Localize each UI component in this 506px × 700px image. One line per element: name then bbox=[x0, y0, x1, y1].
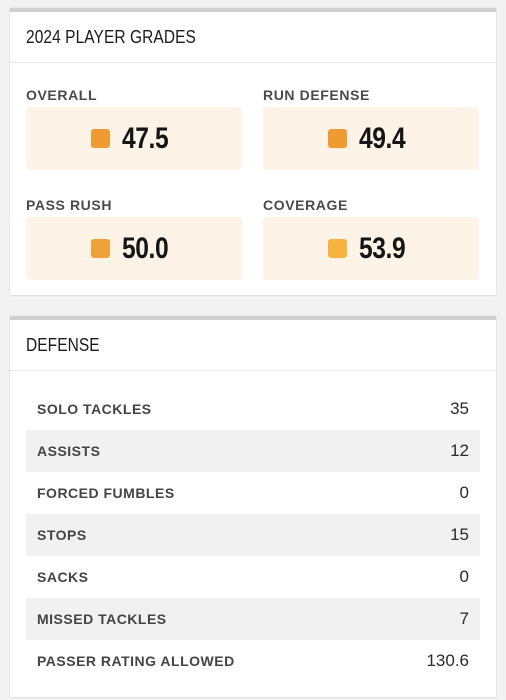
grades-grid: OVERALL 47.5 RUN DEFENSE 49.4 PASS RUSH … bbox=[10, 63, 496, 295]
stat-value: 35 bbox=[450, 399, 469, 418]
stat-value: 0 bbox=[459, 567, 469, 586]
player-grades-title: 2024 PLAYER GRADES bbox=[26, 26, 196, 47]
stat-label: PASSER RATING ALLOWED bbox=[37, 653, 235, 669]
stat-label: SACKS bbox=[37, 569, 89, 585]
grade-box: 50.0 bbox=[26, 217, 242, 280]
grade-color-square-icon bbox=[90, 239, 110, 258]
stat-value: 130.6 bbox=[426, 651, 469, 670]
grade-color-square-icon bbox=[90, 129, 110, 148]
stat-label: SOLO TACKLES bbox=[37, 401, 152, 417]
grade-box: 47.5 bbox=[26, 107, 242, 170]
grade-value: 53.9 bbox=[358, 231, 406, 265]
stat-row-passer-rating-allowed: PASSER RATING ALLOWED 130.6 bbox=[26, 640, 480, 682]
grade-box: 53.9 bbox=[263, 217, 479, 280]
stat-label: MISSED TACKLES bbox=[37, 611, 167, 627]
grade-box: 49.4 bbox=[263, 107, 479, 170]
grade-color-square-icon bbox=[327, 239, 347, 258]
stat-row-assists: ASSISTS 12 bbox=[26, 430, 480, 472]
grade-pass-rush: PASS RUSH 50.0 bbox=[26, 195, 242, 280]
stat-row-missed-tackles: MISSED TACKLES 7 bbox=[26, 598, 480, 640]
grade-label: COVERAGE bbox=[263, 197, 348, 213]
stat-value: 12 bbox=[450, 441, 469, 460]
stat-value: 0 bbox=[459, 483, 469, 502]
stat-label: ASSISTS bbox=[37, 443, 101, 459]
stat-row-solo-tackles: SOLO TACKLES 35 bbox=[26, 388, 480, 430]
player-grades-header: 2024 PLAYER GRADES bbox=[10, 12, 496, 63]
grade-value: 47.5 bbox=[121, 121, 169, 155]
stat-label: FORCED FUMBLES bbox=[37, 485, 175, 501]
stat-row-stops: STOPS 15 bbox=[26, 514, 480, 556]
grade-label: OVERALL bbox=[26, 87, 98, 103]
grade-label: RUN DEFENSE bbox=[263, 87, 370, 103]
defense-title: DEFENSE bbox=[26, 334, 100, 355]
grade-overall: OVERALL 47.5 bbox=[26, 85, 242, 170]
stat-label: STOPS bbox=[37, 527, 87, 543]
defense-card: DEFENSE SOLO TACKLES 35 ASSISTS 12 FORCE… bbox=[10, 316, 496, 697]
grade-value: 50.0 bbox=[121, 231, 169, 265]
grade-coverage: COVERAGE 53.9 bbox=[263, 195, 479, 280]
defense-stats-list: SOLO TACKLES 35 ASSISTS 12 FORCED FUMBLE… bbox=[26, 388, 480, 682]
stat-row-sacks: SACKS 0 bbox=[26, 556, 480, 598]
player-grades-card: 2024 PLAYER GRADES OVERALL 47.5 RUN DEFE… bbox=[10, 8, 496, 295]
grade-color-square-icon bbox=[327, 129, 347, 148]
grade-value: 49.4 bbox=[358, 121, 406, 155]
defense-header: DEFENSE bbox=[10, 320, 496, 371]
stat-value: 7 bbox=[459, 609, 469, 628]
stat-value: 15 bbox=[450, 525, 469, 544]
stat-row-forced-fumbles: FORCED FUMBLES 0 bbox=[26, 472, 480, 514]
grade-label: PASS RUSH bbox=[26, 197, 113, 213]
grade-run-defense: RUN DEFENSE 49.4 bbox=[263, 85, 479, 170]
